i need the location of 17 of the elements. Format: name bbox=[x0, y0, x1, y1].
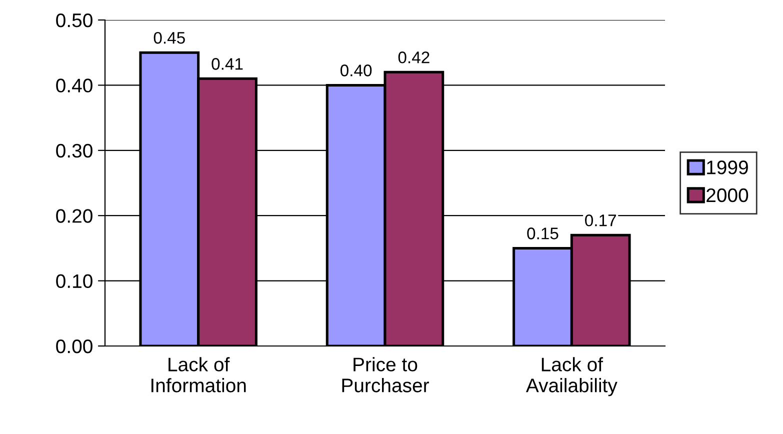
y-tick-label: 0.10 bbox=[56, 274, 92, 288]
data-label: 0.17 bbox=[585, 214, 616, 226]
data-label: 0.42 bbox=[398, 52, 430, 64]
y-tick-label: 0.40 bbox=[56, 78, 92, 92]
y-tick-label: 0.30 bbox=[56, 144, 92, 158]
legend-label: 2000 bbox=[706, 188, 748, 202]
y-tick-label: 0.50 bbox=[56, 13, 92, 28]
data-label: 0.45 bbox=[154, 32, 185, 44]
data-label: 0.15 bbox=[527, 228, 558, 240]
y-tick-label: 0.00 bbox=[56, 339, 92, 354]
y-tick-label: 0.20 bbox=[56, 209, 92, 223]
data-label: 0.41 bbox=[212, 58, 243, 70]
data-label: 0.40 bbox=[340, 64, 372, 76]
legend-label: 1999 bbox=[707, 160, 748, 174]
x-tick-label: Lack of Availability bbox=[526, 357, 618, 396]
x-tick-label: Lack of Information bbox=[152, 357, 246, 392]
x-tick-label: Price to Purchaser bbox=[342, 357, 429, 392]
